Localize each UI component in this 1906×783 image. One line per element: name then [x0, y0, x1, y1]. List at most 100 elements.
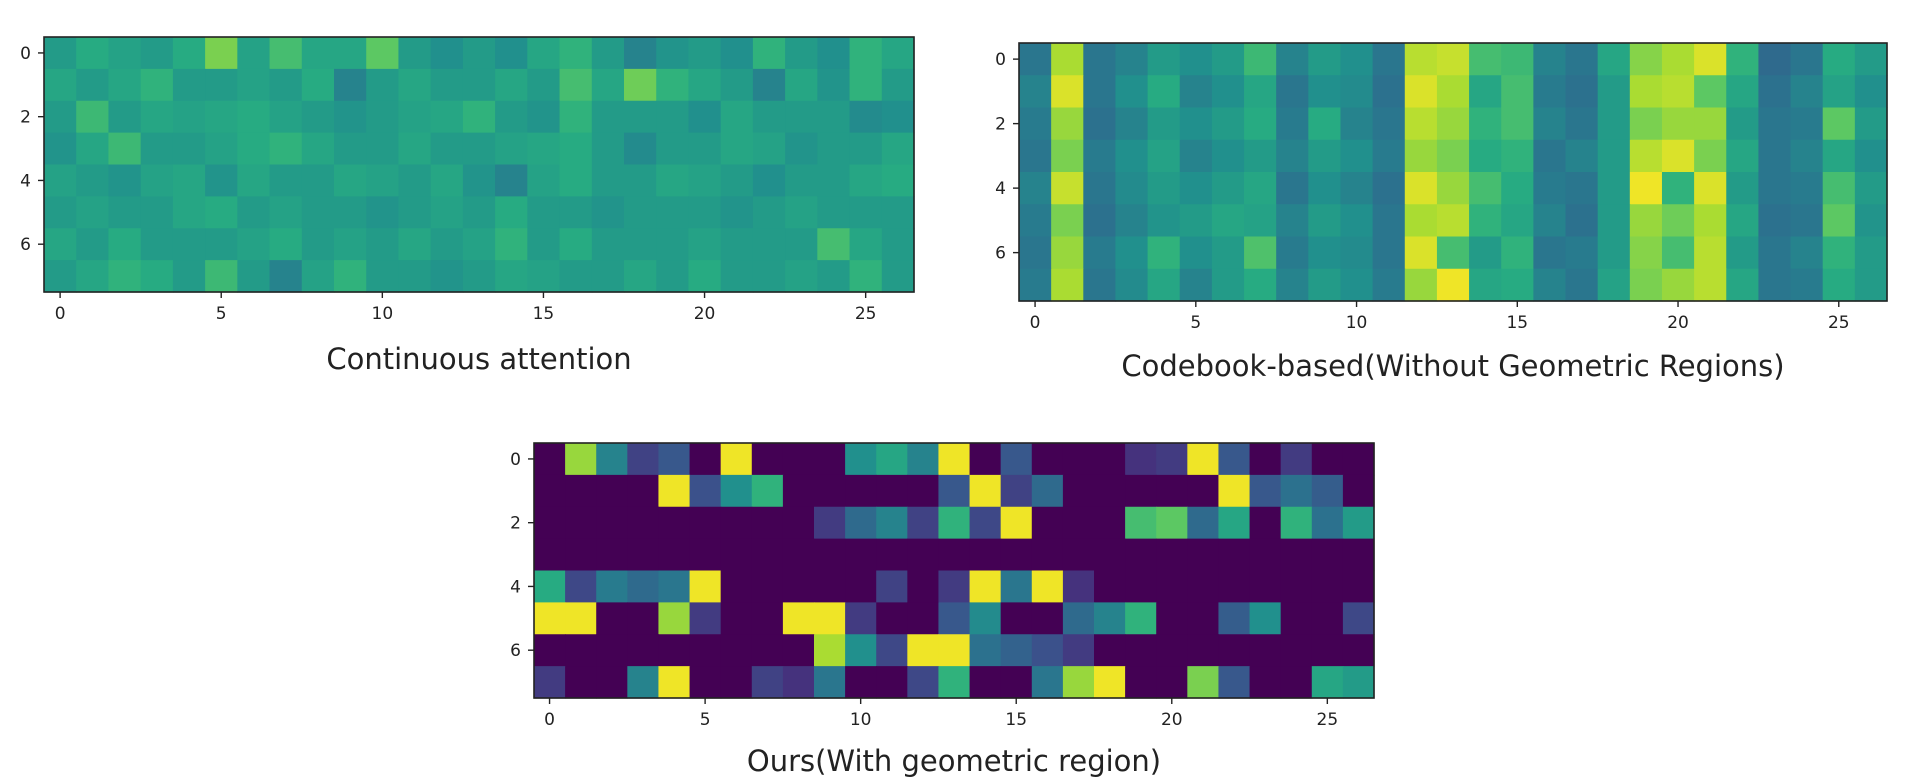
- x-tick-label: 10: [372, 304, 394, 324]
- heatmap-cell-r7-c16: [559, 260, 593, 293]
- heatmap-cell-r2-c18: [1094, 506, 1126, 540]
- heatmap-cell-r0-c21: [1187, 443, 1220, 476]
- heatmap-cell-r2-c11: [1372, 107, 1406, 141]
- heatmap-cell-r4-c13: [938, 570, 971, 603]
- heatmap-cell-r6-c8: [1276, 236, 1309, 270]
- heatmap-cell-r5-c20: [1156, 602, 1188, 635]
- heatmap-cell-r1-c0: [1019, 75, 1052, 109]
- heatmap-cell-r6-c0: [534, 634, 566, 667]
- heatmap-cell-r6-c18: [1597, 236, 1631, 270]
- heatmap-cell-r2-c16: [1031, 506, 1064, 540]
- heatmap-cell-r0-c14: [969, 443, 1002, 476]
- heatmap-cell-r5-c13: [1436, 204, 1470, 238]
- heatmap-cell-r0-c8: [782, 443, 815, 476]
- heatmap-cell-r5-c25: [1822, 204, 1856, 238]
- heatmap-cell-r4-c2: [108, 164, 142, 197]
- heatmap-cell-r5-c14: [495, 196, 528, 229]
- heatmap-cell-r3-c1: [1051, 139, 1084, 173]
- heatmap-cell-r0-c25: [849, 37, 883, 70]
- heatmap-cell-r2-c1: [565, 506, 597, 540]
- heatmap-cell-r7-c8: [1276, 268, 1309, 302]
- x-tick-label: 20: [694, 304, 716, 324]
- heatmap-cell-r3-c11: [876, 538, 908, 572]
- heatmap-cell-r6-c6: [1211, 236, 1245, 270]
- heatmap-cell-r7-c18: [1094, 666, 1126, 699]
- heatmap-cell-r2-c9: [814, 506, 846, 540]
- heatmap-cell-r1-c14: [495, 68, 528, 102]
- heatmap-cell-r6-c3: [140, 228, 174, 261]
- heatmap-cell-r3-c8: [1276, 139, 1309, 173]
- heatmap-cell-r1-c9: [814, 474, 846, 508]
- heatmap-cell-r0-c11: [398, 37, 432, 70]
- heatmap-cell-r3-c2: [108, 132, 142, 166]
- heatmap-cell-r2-c20: [1661, 107, 1695, 141]
- heatmap-cell-r5-c3: [140, 196, 174, 229]
- heatmap-cell-r4-c11: [876, 570, 908, 603]
- heatmap-cell-r2-c0: [1019, 107, 1052, 141]
- heatmap-cell-r5-c20: [688, 196, 722, 229]
- heatmap-cell-r0-c12: [430, 37, 464, 70]
- heatmap-cell-r2-c26: [1854, 107, 1888, 141]
- heatmap-cell-r0-c19: [656, 37, 690, 70]
- heatmap-cell-r3-c17: [591, 132, 625, 166]
- heatmap-cell-r6-c17: [1062, 634, 1095, 667]
- heatmap-cell-r5-c9: [334, 196, 367, 229]
- heatmap-cell-r4-c26: [881, 164, 915, 197]
- heatmap-cell-r7-c1: [565, 666, 597, 699]
- heatmap-cell-r6-c19: [1125, 634, 1157, 667]
- heatmap-cell-r1-c2: [1083, 75, 1117, 109]
- heatmap-cell-r4-c1: [565, 570, 597, 603]
- heatmap-cell-r4-c6: [237, 164, 271, 197]
- heatmap-cell-r4-c11: [398, 164, 432, 197]
- heatmap-cell-r7-c9: [814, 666, 846, 699]
- heatmap-cell-r2-c1: [76, 100, 110, 134]
- heatmap-cell-r3-c6: [1211, 139, 1245, 173]
- heatmap-cell-r0-c17: [591, 37, 625, 70]
- heatmap-cell-r0-c5: [1179, 43, 1213, 76]
- heatmap-cell-r1-c10: [845, 474, 877, 508]
- heatmap-cell-r1-c20: [688, 68, 722, 102]
- heatmap-cell-r6-c20: [1661, 236, 1695, 270]
- heatmap-cell-r0-c20: [1156, 443, 1188, 476]
- heatmap-cell-r5-c11: [398, 196, 432, 229]
- heatmap-cell-r7-c25: [1311, 666, 1344, 699]
- heatmap-cell-r1-c16: [559, 68, 593, 102]
- heatmap-continuous-attention: 0 5 10 15 20 25 0 2 4 6 Continuous attention: [20, 36, 915, 376]
- heatmap-cell-r2-c22: [1726, 107, 1760, 141]
- heatmap-cell-r3-c19: [656, 132, 690, 166]
- heatmap-cell-r2-c22: [1218, 506, 1251, 540]
- heatmap-cell-r4-c5: [1179, 172, 1213, 205]
- heatmap-cell-r0-c3: [140, 37, 174, 70]
- heatmap-cell-r3-c23: [1758, 139, 1792, 173]
- heatmap-cell-r2-c26: [881, 100, 915, 134]
- heatmap-cell-r2-c20: [1156, 506, 1188, 540]
- heatmap-cell-r3-c9: [814, 538, 846, 572]
- heatmap-cell-r0-c24: [1790, 43, 1824, 76]
- heatmap-cell-r3-c4: [658, 538, 691, 572]
- heatmap-cell-r1-c10: [366, 68, 400, 102]
- heatmap-cell-r3-c4: [172, 132, 206, 166]
- heatmap-cell-r0-c7: [751, 443, 784, 476]
- heatmap-cell-r3-c18: [1094, 538, 1126, 572]
- heatmap-cell-r2-c24: [1280, 506, 1313, 540]
- heatmap-cell-r5-c12: [430, 196, 464, 229]
- x-tick-label: 0: [544, 710, 555, 730]
- heatmap-cell-r6-c23: [785, 228, 818, 261]
- heatmap-cell-r4-c16: [1031, 570, 1064, 603]
- heatmap-cell-r3-c5: [1179, 139, 1213, 173]
- heatmap-cell-r5-c1: [1051, 204, 1084, 238]
- heatmap-cell-r5-c26: [1854, 204, 1888, 238]
- heatmap-cell-r1-c10: [1340, 75, 1374, 109]
- heatmap-cell-r6-c13: [1436, 236, 1470, 270]
- heatmap-cell-r7-c19: [656, 260, 690, 293]
- heatmap-cell-r6-c16: [559, 228, 593, 261]
- heatmap-cell-r7-c5: [689, 666, 722, 699]
- heatmap-cell-r1-c20: [1156, 474, 1188, 508]
- heatmap-cell-r7-c24: [1790, 268, 1824, 302]
- heatmap-cell-r3-c20: [1661, 139, 1695, 173]
- heatmap-cell-r0-c3: [1115, 43, 1149, 76]
- heatmap-cell-r2-c5: [205, 100, 238, 134]
- heatmap-cell-r7-c0: [1019, 268, 1052, 302]
- heatmap-cell-r2-c11: [398, 100, 432, 134]
- heatmap-cell-r6-c19: [656, 228, 690, 261]
